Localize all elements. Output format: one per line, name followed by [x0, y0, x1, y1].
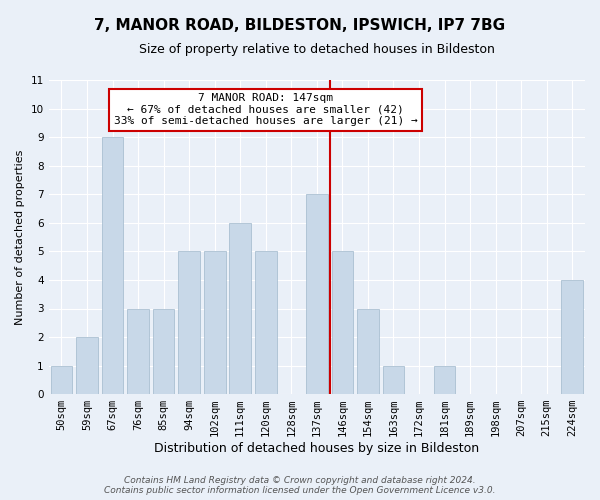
Bar: [50, 366, 72, 394]
Bar: [153, 308, 175, 394]
Text: Contains HM Land Registry data © Crown copyright and database right 2024.
Contai: Contains HM Land Registry data © Crown c…: [104, 476, 496, 495]
Bar: [255, 252, 277, 394]
X-axis label: Distribution of detached houses by size in Bildeston: Distribution of detached houses by size …: [154, 442, 479, 455]
Text: 7, MANOR ROAD, BILDESTON, IPSWICH, IP7 7BG: 7, MANOR ROAD, BILDESTON, IPSWICH, IP7 7…: [94, 18, 506, 32]
Bar: [332, 252, 353, 394]
Bar: [76, 337, 98, 394]
Bar: [357, 308, 379, 394]
Text: 7 MANOR ROAD: 147sqm
← 67% of detached houses are smaller (42)
33% of semi-detac: 7 MANOR ROAD: 147sqm ← 67% of detached h…: [114, 93, 418, 126]
Bar: [204, 252, 226, 394]
Y-axis label: Number of detached properties: Number of detached properties: [15, 150, 25, 325]
Bar: [434, 366, 455, 394]
Bar: [229, 223, 251, 394]
Bar: [101, 138, 124, 394]
Bar: [383, 366, 404, 394]
Bar: [178, 252, 200, 394]
Bar: [562, 280, 583, 394]
Bar: [127, 308, 149, 394]
Bar: [306, 194, 328, 394]
Title: Size of property relative to detached houses in Bildeston: Size of property relative to detached ho…: [139, 42, 495, 56]
